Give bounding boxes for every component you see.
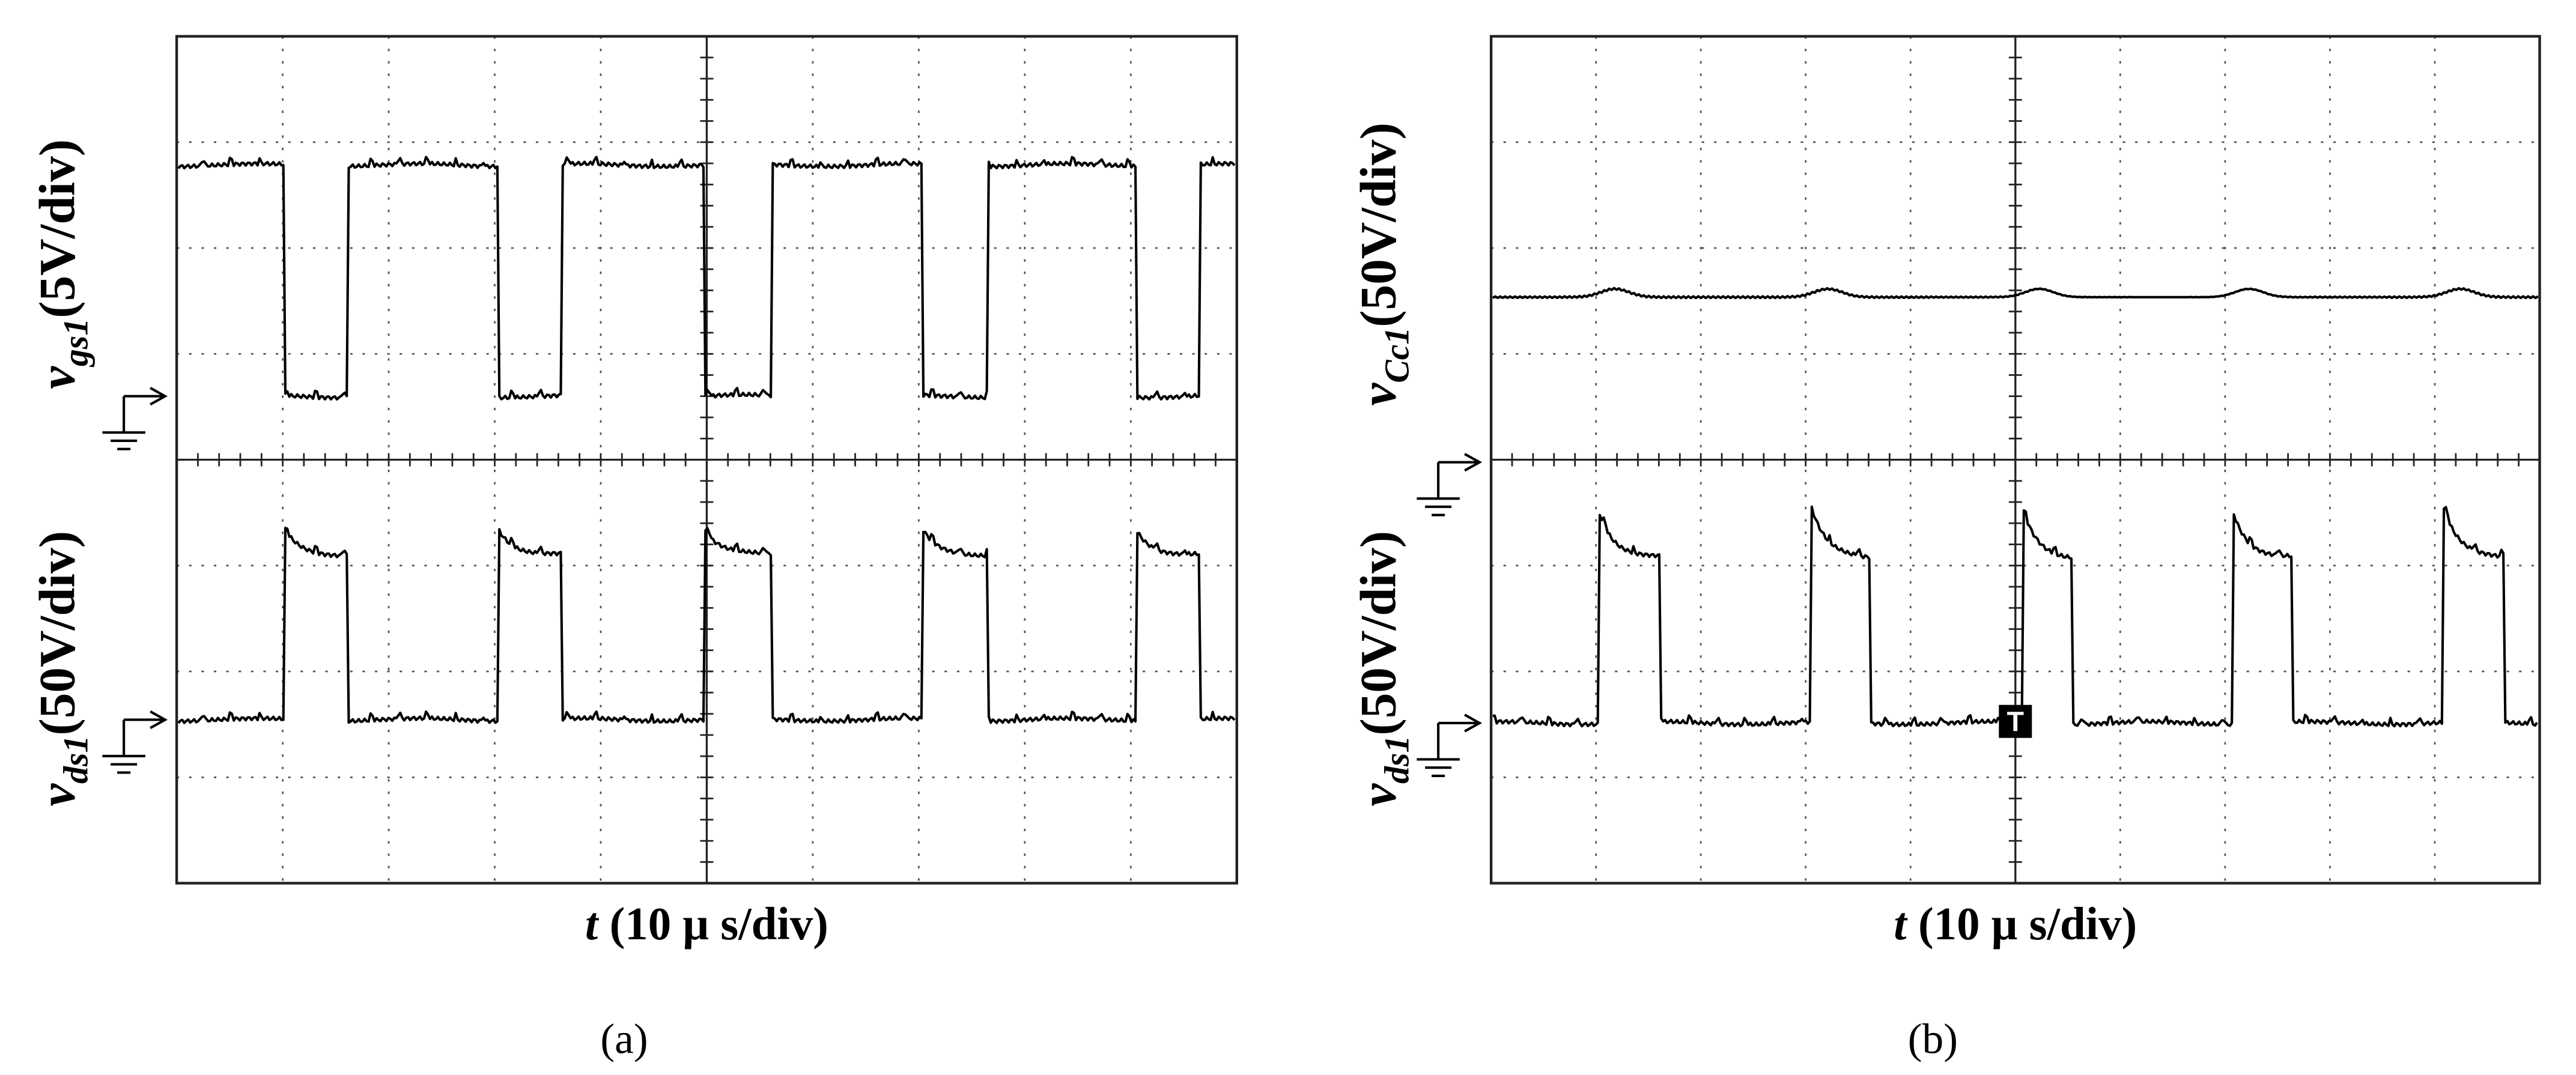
unit: (50V/div) [1350,531,1407,736]
space [598,898,609,949]
unit: (5V/div) [29,139,86,318]
unit: (10 μ s/div) [1918,898,2137,949]
ground-marker [102,710,168,774]
symbol: v [1350,783,1407,807]
symbol: v [1350,383,1407,406]
y-axis-label: vds1(50V/div) [1350,531,1417,807]
ground-symbol [102,754,145,774]
screen-frame [1489,35,2541,885]
symbol: t [585,898,600,949]
ground-symbol [1417,497,1460,516]
ground-arrow [123,710,168,756]
subscript: ds1 [58,736,96,784]
subscript: gs1 [58,318,96,368]
subscript: ds1 [1379,736,1417,784]
ground-symbol [1417,758,1460,777]
ground-marker [1417,453,1483,516]
y-axis-label: vgs1(5V/div) [29,139,96,389]
panel-label: (b) [1908,1016,1958,1063]
trace-vgs1 [177,156,1236,401]
unit: (50V/div) [1350,123,1407,327]
trigger-box [1999,704,2032,738]
y-axis-label: vCc1(50V/div) [1350,123,1417,406]
panel-label: (a) [600,1016,648,1063]
symbol: t [1894,898,1908,949]
ground-marker [1417,713,1483,777]
screen-frame [175,35,1238,885]
y-axis-label: vds1(50V/div) [29,531,96,807]
space [1907,898,1918,949]
ground-arrow [1437,453,1483,499]
ground-arrow [123,387,168,433]
x-axis-label: t (10 μ s/div) [1894,898,2137,949]
ground-marker [102,387,168,450]
trigger-marker: T [2007,706,2025,737]
unit: (50V/div) [29,531,86,736]
trace-vcc1 [1492,286,2539,300]
ground-arrow [1437,713,1483,760]
unit: (10 μ s/div) [610,898,828,949]
symbol: v [29,783,86,807]
ground-symbol [102,431,145,450]
subscript: Cc1 [1379,327,1417,383]
symbol: v [29,366,86,389]
trace-vds1 [177,526,1236,724]
x-axis-label: t (10 μ s/div) [585,898,828,949]
